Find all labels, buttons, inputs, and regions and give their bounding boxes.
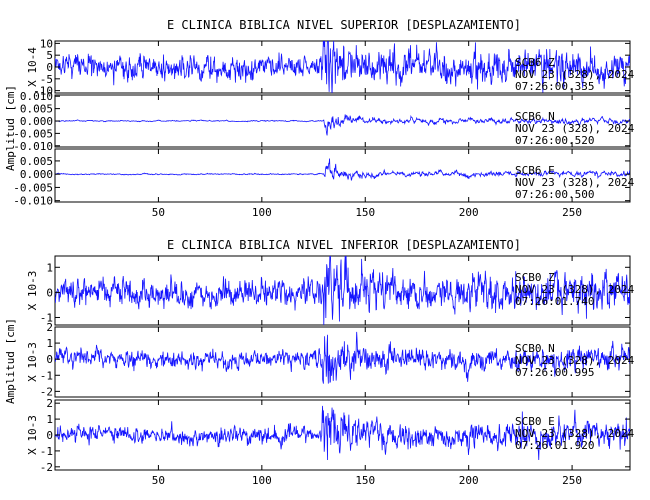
station-date-label: NOV 23 (328), 2024 <box>515 354 635 367</box>
y-tick-label: 1 <box>46 413 53 426</box>
station-time-label: 07:26:00.520 <box>515 134 594 147</box>
station-time-label: 07:26:01.740 <box>515 295 594 308</box>
y-tick-label: -2 <box>40 461 53 474</box>
seismogram-trace <box>55 256 630 325</box>
panel-frame <box>54 326 631 398</box>
y-tick-label: 0.000 <box>20 115 53 128</box>
y-tick-label: 0.000 <box>20 168 53 181</box>
y-tick-label: -0.005 <box>13 127 53 140</box>
station-date-label: NOV 23 (328), 2024 <box>515 122 635 135</box>
seismogram-trace <box>55 331 630 384</box>
y-tick-label: 0.005 <box>20 155 53 168</box>
y-tick-label: 2 <box>46 397 53 410</box>
y-tick-label: -5 <box>40 73 53 86</box>
x-tick-label: 200 <box>459 474 479 487</box>
lower-ylabel: Amplitud [cm] <box>4 318 17 404</box>
scale-factor-label: X 10-3 <box>26 342 39 382</box>
lower-chart-title: E CLINICA BIBLICA NIVEL INFERIOR [DESPLA… <box>167 238 521 252</box>
x-tick-label: 50 <box>152 206 165 219</box>
y-tick-label: 0 <box>46 429 53 442</box>
y-tick-label: -10 <box>33 85 53 98</box>
x-tick-label: 150 <box>355 474 375 487</box>
station-time-label: 07:26:01.920 <box>515 439 594 452</box>
y-tick-label: 0 <box>46 286 53 299</box>
y-tick-label: 1 <box>46 337 53 350</box>
seismogram-trace <box>55 405 630 461</box>
y-tick-label: 0.010 <box>20 90 53 103</box>
y-tick-label: 10 <box>40 37 53 50</box>
panel-frame <box>54 148 631 203</box>
y-tick-label: -0.010 <box>13 140 53 153</box>
y-tick-label: 5 <box>46 49 53 62</box>
x-tick-label: 50 <box>152 474 165 487</box>
scale-factor-label: X 10-3 <box>26 415 39 455</box>
y-tick-label: -1 <box>40 369 53 382</box>
station-channel-label: SCB0 E <box>515 415 555 428</box>
station-channel-label: SCB6 N <box>515 110 555 123</box>
y-tick-label: 1 <box>46 261 53 274</box>
y-tick-label: -0.005 <box>13 181 53 194</box>
y-tick-label: 0 <box>46 353 53 366</box>
y-tick-label: -0.010 <box>13 195 53 208</box>
station-time-label: 07:26:00.335 <box>515 80 594 93</box>
x-tick-label: 100 <box>252 206 272 219</box>
x-tick-label: 250 <box>562 474 582 487</box>
y-tick-label: -1 <box>40 311 53 324</box>
upper-chart-title: E CLINICA BIBLICA NIVEL SUPERIOR [DESPLA… <box>167 18 521 32</box>
y-tick-label: -1 <box>40 445 53 458</box>
x-tick-label: 200 <box>459 206 479 219</box>
station-time-label: 07:26:00.995 <box>515 366 594 379</box>
station-channel-label: SCB6 Z <box>515 56 555 69</box>
upper-ylabel: Amplitud [cm] <box>4 85 17 171</box>
station-date-label: NOV 23 (328), 2024 <box>515 68 635 81</box>
station-channel-label: SCB0 N <box>515 342 555 355</box>
y-tick-label: -2 <box>40 385 53 398</box>
station-date-label: NOV 23 (328), 2024 <box>515 176 635 189</box>
y-tick-label: 0 <box>46 61 53 74</box>
station-time-label: 07:26:00.500 <box>515 188 594 201</box>
x-tick-label: 250 <box>562 206 582 219</box>
x-tick-label: 150 <box>355 206 375 219</box>
seismogram-trace <box>55 114 630 136</box>
station-channel-label: SCB0 Z <box>515 271 555 284</box>
station-date-label: NOV 23 (328), 2024 <box>515 427 635 440</box>
station-channel-label: SCB6 E <box>515 164 555 177</box>
x-tick-label: 100 <box>252 474 272 487</box>
scale-factor-label: X 10-4 <box>26 47 39 87</box>
seismogram-trace <box>55 41 630 93</box>
seismogram-trace <box>55 158 630 181</box>
y-tick-label: 0.005 <box>20 103 53 116</box>
scale-factor-label: X 10-3 <box>26 271 39 311</box>
station-date-label: NOV 23 (328), 2024 <box>515 283 635 296</box>
y-tick-label: 2 <box>46 321 53 334</box>
